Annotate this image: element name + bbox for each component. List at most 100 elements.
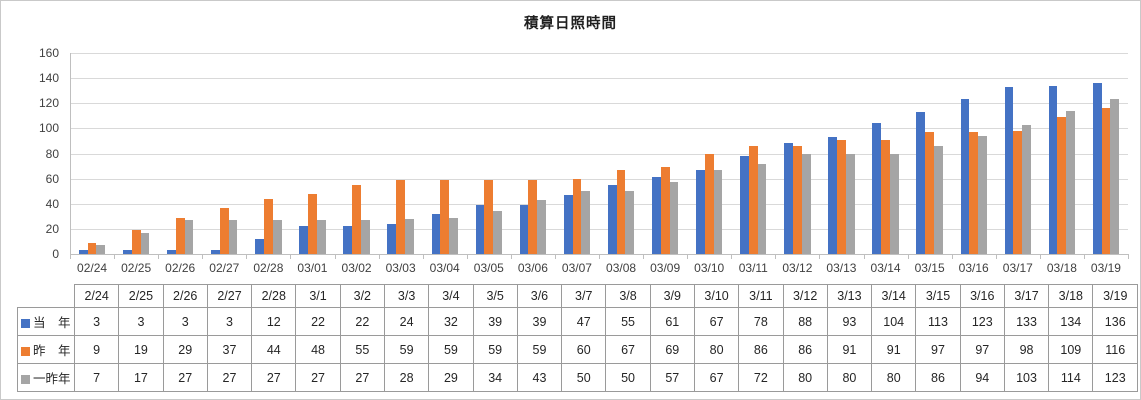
table-value-cell: 17 — [118, 363, 164, 392]
table-date-header: 3/16 — [959, 284, 1005, 308]
x-axis-tick-label: 03/05 — [473, 261, 504, 275]
bar-series-0 — [696, 169, 705, 254]
bar-series-2 — [449, 217, 458, 254]
y-axis-tick-label: 140 — [38, 71, 59, 86]
bar-series-1 — [969, 132, 979, 254]
table-date-header: 3/15 — [915, 284, 961, 308]
table-date-header: 3/3 — [383, 284, 430, 308]
y-axis-tick-label: 60 — [45, 171, 59, 186]
table-value-cell: 67 — [605, 335, 651, 364]
table-value-cell: 55 — [339, 335, 385, 364]
bar-series-0 — [167, 250, 176, 254]
table-date-header: 3/9 — [649, 284, 695, 308]
x-axis-tick-label: 03/04 — [429, 261, 460, 275]
x-axis-tick — [202, 254, 204, 259]
table-value-cell: 55 — [605, 307, 651, 336]
table-date-header: 3/5 — [472, 284, 518, 308]
x-axis-tick — [70, 254, 71, 259]
bar-series-2 — [405, 218, 414, 254]
bar-series-2 — [316, 220, 326, 254]
bar-series-2 — [272, 220, 282, 254]
table-value-cell: 50 — [605, 363, 651, 392]
bar-series-2 — [934, 145, 943, 254]
table-value-cell: 114 — [1048, 363, 1094, 392]
bar-series-0 — [960, 99, 970, 254]
bar-series-0 — [607, 184, 617, 254]
y-axis-tick-label: 80 — [45, 146, 59, 161]
table-value-cell: 80 — [693, 335, 740, 364]
x-axis-tick — [995, 254, 997, 259]
bar-series-2 — [669, 182, 679, 254]
table-row: 当 年 3 3 3 3 12 22 22 24 32 39 39 47 55 61 67 78 88 93 104 11… — [17, 307, 1138, 336]
gridline — [70, 103, 1128, 105]
y-axis-tick-label: 20 — [45, 221, 59, 236]
table-value-cell: 86 — [915, 363, 961, 392]
x-axis-tick-label: 02/24 — [77, 261, 108, 275]
x-axis-tick-label: 03/14 — [870, 261, 901, 275]
gridline — [70, 153, 1128, 155]
series-name: 昨 年 — [33, 344, 71, 358]
bar-series-0 — [1092, 83, 1102, 254]
bar-series-2 — [889, 153, 899, 254]
bar-series-1 — [748, 145, 758, 254]
series-name: 当 年 — [33, 316, 71, 330]
table-date-header: 3/17 — [1003, 284, 1050, 308]
bar-series-1 — [219, 207, 229, 254]
y-axis-tick-label: 40 — [45, 196, 59, 211]
legend-swatch-icon — [21, 347, 30, 356]
table-value-cell: 109 — [1048, 335, 1094, 364]
series-name: 一昨年 — [33, 372, 71, 386]
x-axis-tick — [863, 254, 865, 259]
table-value-cell: 123 — [959, 307, 1005, 336]
bar-series-0 — [828, 137, 838, 254]
bar-series-0 — [255, 238, 264, 254]
bar-series-1 — [484, 179, 494, 254]
table-value-cell: 27 — [295, 363, 341, 392]
bar-series-1 — [175, 217, 185, 254]
x-axis-tick — [246, 254, 248, 259]
x-axis-tick — [1128, 254, 1129, 259]
bar-series-2 — [360, 220, 370, 254]
legend-swatch-icon — [21, 375, 30, 384]
table-value-cell: 29 — [428, 363, 474, 392]
y-axis-tick-label: 160 — [38, 46, 59, 60]
table-value-cell: 88 — [782, 307, 828, 336]
table-value-cell: 116 — [1092, 335, 1138, 364]
bar-series-0 — [1004, 86, 1014, 254]
bar-series-0 — [387, 223, 397, 254]
bar-series-1 — [263, 198, 273, 254]
gridline — [70, 53, 1128, 54]
table-value-cell: 59 — [428, 335, 474, 364]
x-axis-tick-label: 03/10 — [694, 261, 725, 275]
legend-swatch-icon — [21, 319, 30, 328]
x-axis-tick-label: 03/01 — [297, 261, 328, 275]
gridline — [70, 128, 1128, 130]
table-value-cell: 3 — [73, 307, 120, 336]
bar-series-2 — [96, 245, 106, 254]
table-date-header: 3/2 — [339, 284, 385, 308]
table-value-cell: 3 — [118, 307, 164, 336]
table-value-cell: 104 — [871, 307, 917, 336]
bar-series-1 — [308, 193, 317, 254]
table-value-cell: 27 — [339, 363, 385, 392]
x-axis-tick — [510, 254, 512, 259]
table-date-header: 2/24 — [73, 284, 120, 308]
table-row: 一昨年 7 17 27 27 27 27 27 28 29 34 43 50 50 57 67 72 80 80 80… — [17, 363, 1138, 392]
x-axis-tick-label: 03/03 — [385, 261, 416, 275]
chart-title: 積算日照時間 — [524, 16, 617, 32]
bar-series-1 — [616, 169, 626, 254]
bar-series-2 — [581, 191, 591, 254]
x-axis-tick-label: 03/15 — [914, 261, 945, 275]
table-value-cell: 86 — [782, 335, 828, 364]
bar-series-0 — [872, 123, 882, 254]
x-axis-tick — [599, 254, 600, 259]
table-value-cell: 57 — [649, 363, 695, 392]
bar-series-1 — [396, 179, 406, 254]
bar-series-0 — [475, 205, 485, 254]
table-value-cell: 103 — [1003, 363, 1050, 392]
bar-series-0 — [784, 143, 793, 254]
bar-series-1 — [528, 179, 538, 254]
table-value-cell: 19 — [118, 335, 164, 364]
